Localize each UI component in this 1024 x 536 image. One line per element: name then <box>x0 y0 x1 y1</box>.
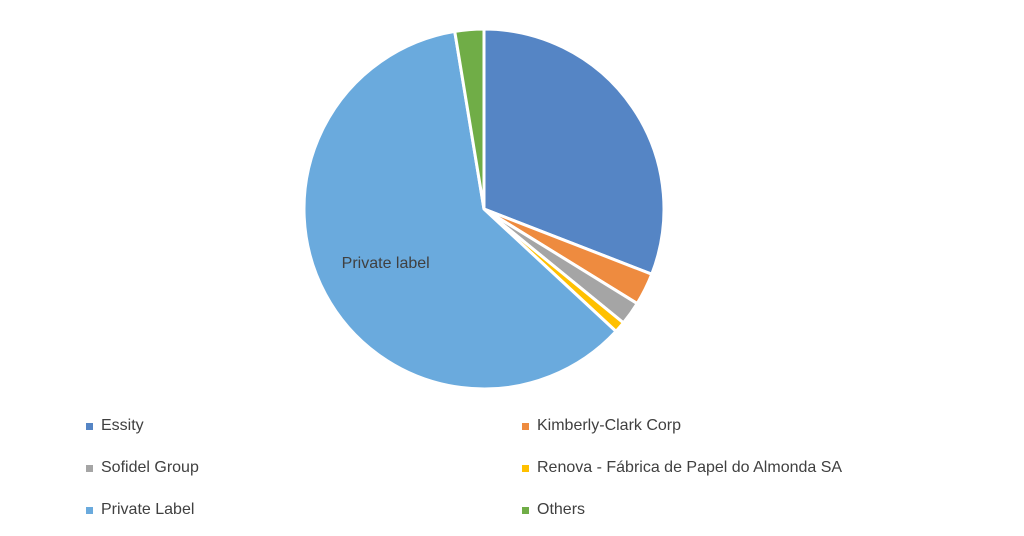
pie-chart: Private label <box>302 27 666 391</box>
legend-marker-sofidel-group <box>86 464 93 472</box>
legend-label: Renova - Fábrica de Papel do Almonda SA <box>537 459 843 476</box>
pie-svg: Private label <box>302 27 666 391</box>
pie-slice-essity <box>482 27 666 277</box>
legend-label: Sofidel Group <box>101 459 199 476</box>
legend-marker-essity <box>86 422 93 430</box>
legend-label: Others <box>537 501 586 518</box>
chart-legend: Essity Kimberly-Clark Corp Sofidel Group Re… <box>0 412 1024 536</box>
legend-item-private-label: Private Label <box>86 496 194 524</box>
legend-item-sofidel-group: Sofidel Group <box>86 454 199 482</box>
pie-data-labels: Private label <box>342 255 430 272</box>
legend-label: Private Label <box>101 501 195 518</box>
legend-marker-others <box>522 506 529 514</box>
legend-item-essity: Essity <box>86 412 144 440</box>
legend-marker-private-label <box>86 506 93 514</box>
legend-item-renova-f-brica-de-papel-do-almonda-sa: Renova - Fábrica de Papel do Almonda SA <box>522 454 842 482</box>
legend-marker-kimberly-clark-corp <box>522 422 529 430</box>
pie-slices <box>302 27 666 391</box>
legend-marker-renova-f-brica-de-papel-do-almonda-sa <box>522 464 529 472</box>
legend-item-kimberly-clark-corp: Kimberly-Clark Corp <box>522 412 681 440</box>
legend-label: Essity <box>101 417 144 434</box>
legend-label: Kimberly-Clark Corp <box>537 417 682 434</box>
legend-item-others: Others <box>522 496 585 524</box>
pie-slice-private-label <box>302 29 619 391</box>
data-label-private-label: Private label <box>342 255 430 272</box>
pie-slice-others <box>453 27 486 210</box>
